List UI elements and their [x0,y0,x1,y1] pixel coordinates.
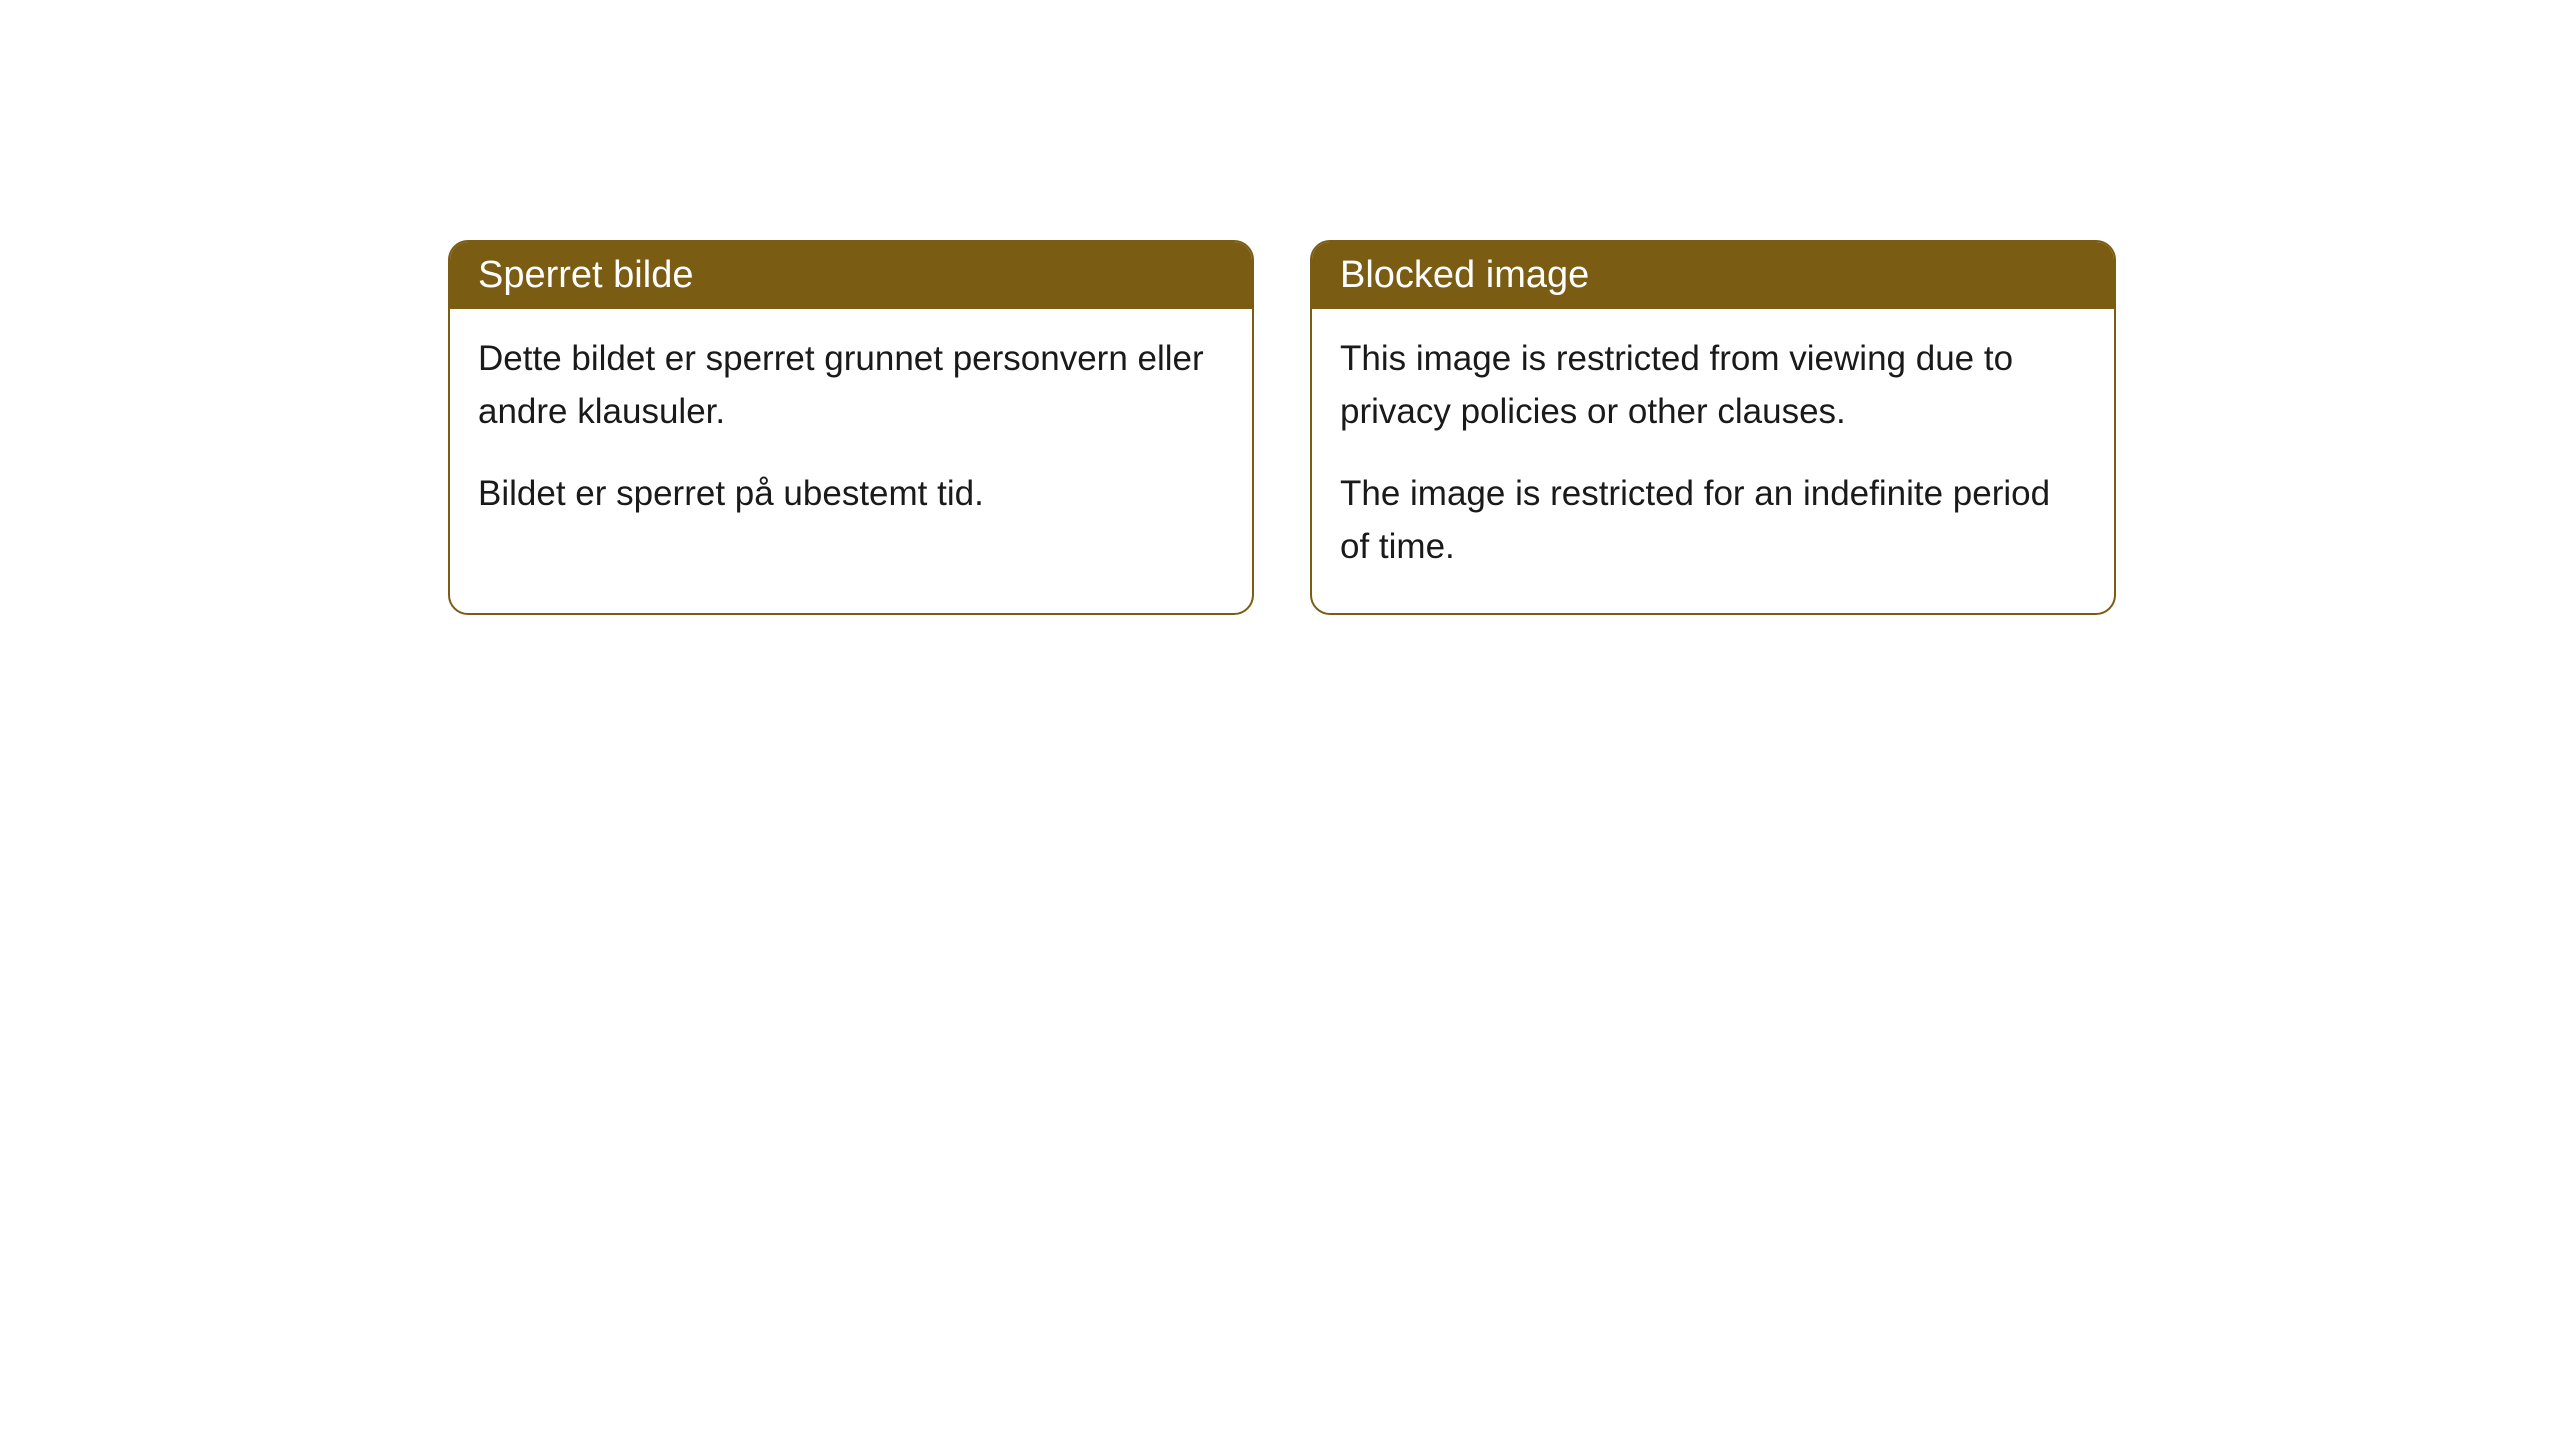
card-header-norwegian: Sperret bilde [450,242,1252,309]
card-header-english: Blocked image [1312,242,2114,309]
blocked-image-card-norwegian: Sperret bilde Dette bildet er sperret gr… [448,240,1254,615]
card-paragraph-2: The image is restricted for an indefinit… [1340,468,2086,573]
blocked-image-card-english: Blocked image This image is restricted f… [1310,240,2116,615]
card-title: Blocked image [1340,254,1589,296]
card-body-norwegian: Dette bildet er sperret grunnet personve… [450,309,1252,561]
card-title: Sperret bilde [478,254,693,296]
card-body-english: This image is restricted from viewing du… [1312,309,2114,613]
card-paragraph-2: Bildet er sperret på ubestemt tid. [478,468,1224,521]
card-paragraph-1: This image is restricted from viewing du… [1340,333,2086,438]
card-paragraph-1: Dette bildet er sperret grunnet personve… [478,333,1224,438]
notice-cards-container: Sperret bilde Dette bildet er sperret gr… [448,240,2116,615]
